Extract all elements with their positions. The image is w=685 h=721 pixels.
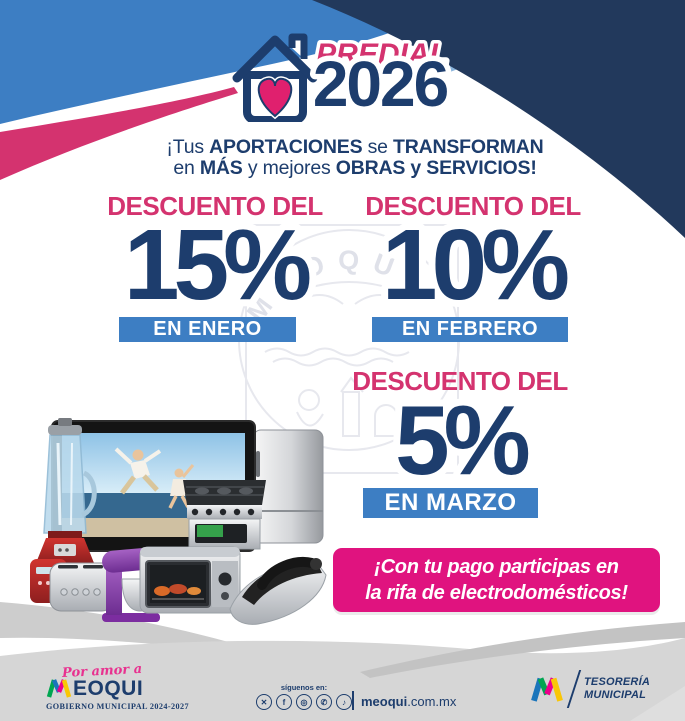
discount-label-febrero: DESCUENTO DEL (365, 191, 581, 221)
whatsapp-icon: ✆ (316, 694, 332, 710)
facebook-icon: f (276, 694, 292, 710)
blender (36, 418, 97, 563)
svg-text:5%: 5% (395, 390, 529, 490)
website-text: meoqui.com.mx (361, 694, 456, 709)
pink-swoosh (0, 87, 238, 180)
top-swoosh-decoration (0, 0, 685, 238)
x-icon: ✕ (256, 694, 272, 710)
logo-year-text: 2026 (307, 52, 455, 118)
discount-label-enero: DESCUENTO DEL (107, 191, 323, 221)
month-banner-febrero: EN FEBRERO (372, 317, 568, 342)
logo-predial-text: PREDIAL (313, 35, 452, 75)
discount-percent-enero: 15% (117, 213, 323, 317)
website-rest: .com.mx (407, 694, 457, 709)
tagline-line1: ¡Tus APORTACIONES se TRANSFORMAN (166, 136, 544, 158)
social-label: síguenos en: (280, 683, 328, 692)
treasury-slash (566, 670, 582, 708)
discount-percent-marzo: 5% (388, 390, 542, 490)
treasury-logo-block: TESORERÍA MUNICIPAL (530, 670, 650, 708)
footer-divider (352, 691, 354, 710)
social-block: síguenos en: ✕ f ◎ ✆ ♪ (256, 683, 352, 710)
brand-subtitle: GOBIERNO MUNICIPAL 2024-2027 (46, 702, 189, 711)
meoqui-seal-watermark: MEOQUI (238, 224, 460, 474)
predial-wordmark: PREDIAL (316, 38, 448, 71)
stove (183, 480, 266, 550)
tagline-line2: en MÁS y mejores OBRAS y SERVICIOS! (173, 157, 537, 179)
footer-background (0, 602, 685, 721)
month-banner-enero: EN ENERO (119, 317, 296, 342)
raffle-banner: ¡Con tu pago participas en la rifa de el… (333, 548, 660, 612)
treasury-line1: TESORERÍA (584, 676, 650, 688)
brand-name-text: EOQUI (73, 677, 144, 700)
treasury-m-icon (531, 677, 563, 702)
toaster (49, 562, 114, 612)
raffle-line1: ¡Con tu pago participas en (374, 556, 619, 578)
year-wordmark: 2026 (313, 52, 448, 118)
raffle-line2: la rifa de electrodomésticos! (365, 582, 628, 604)
discount-percent-febrero: 10% (375, 213, 581, 317)
social-icon-row: ✕ f ◎ ✆ ♪ (256, 694, 352, 710)
iron (229, 557, 327, 625)
tiktok-icon: ♪ (336, 694, 352, 710)
appliances-collage (30, 418, 327, 625)
tagline: ¡Tus APORTACIONES se TRANSFORMAN en MÁS … (100, 137, 610, 179)
navy-corner (312, 0, 685, 238)
blue-swoosh (0, 0, 460, 124)
toaster-oven (139, 546, 241, 614)
svg-text:10%: 10% (382, 213, 568, 317)
month-banner-marzo: EN MARZO (363, 488, 538, 518)
treasury-line2: MUNICIPAL (584, 689, 647, 701)
website-bold: meoqui (361, 694, 408, 709)
house-heart-icon (232, 33, 318, 122)
instagram-icon: ◎ (296, 694, 312, 710)
discount-label-marzo: DESCUENTO DEL (352, 366, 568, 396)
meoqui-brand-logo: Por amor a EOQUI GOBIERNO MUNICIPAL 2024… (46, 662, 216, 711)
meoqui-m-icon (46, 679, 72, 698)
svg-text:15%: 15% (124, 213, 310, 317)
